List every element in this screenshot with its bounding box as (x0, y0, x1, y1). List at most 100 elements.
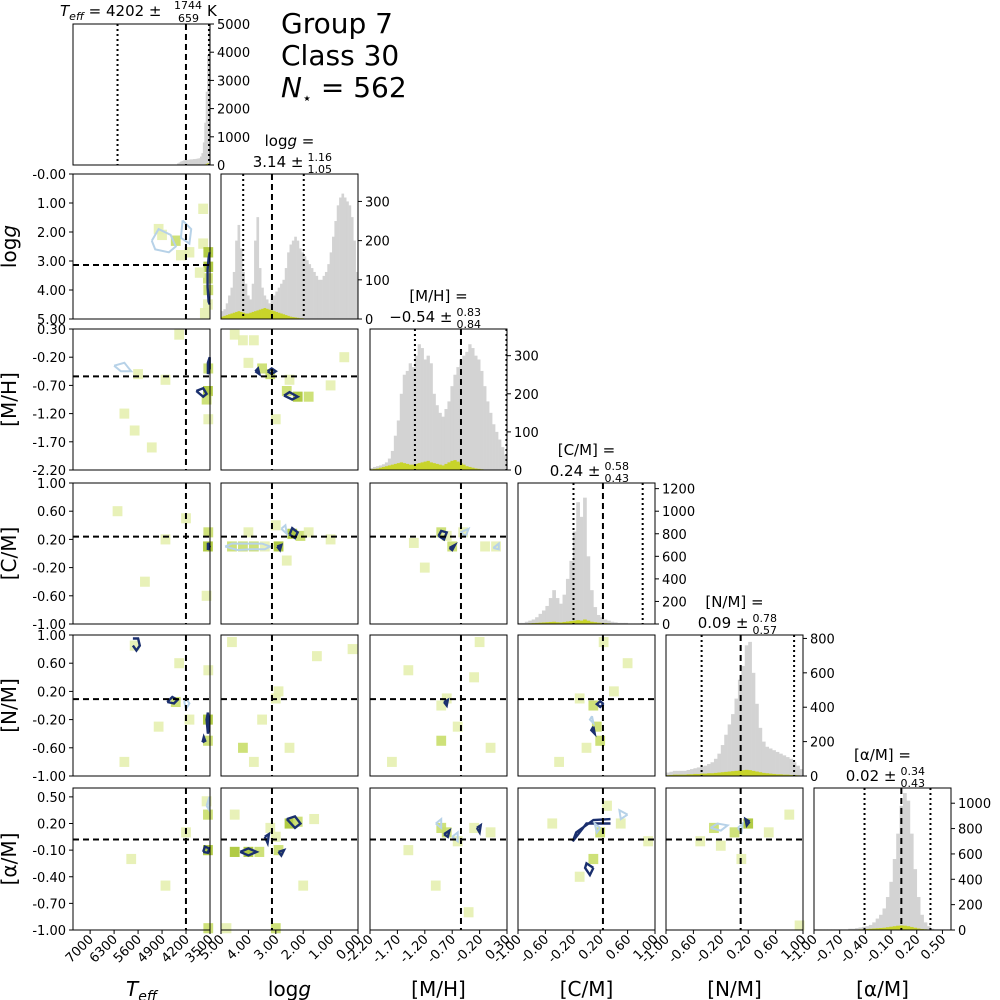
title-err-down: 659 (178, 12, 199, 25)
hist-bar-am (930, 928, 935, 930)
hist-sub-bar-cm (552, 621, 556, 624)
density-cell (157, 229, 167, 241)
panel-frame (369, 787, 508, 931)
hist-sub-bar-mh (381, 466, 386, 470)
hist-sub-bar-am (882, 927, 887, 930)
hist-bar-nm (689, 769, 694, 776)
hist-sub-bar-am (875, 928, 880, 930)
hist-bar-nm (707, 763, 711, 776)
density-cell (794, 920, 805, 931)
hist-bar-am (913, 869, 918, 930)
density-cell (203, 414, 214, 425)
contour-light (224, 542, 273, 552)
hist-bar-mh (417, 344, 421, 470)
class-label: Class 30 (281, 39, 400, 72)
contour-dark (206, 542, 212, 551)
hist-bar-logg (225, 303, 229, 319)
title-name: log (265, 132, 288, 150)
hist-sub-bar-logg (265, 308, 269, 319)
panel-teff-am (126, 796, 214, 934)
x-tick-label: -0.70 (425, 932, 459, 966)
hist-sub-bar-nm (748, 770, 752, 776)
hist-bar-mh (468, 344, 472, 470)
contour-dark (205, 712, 211, 734)
x-label-main: log (268, 977, 299, 1000)
hist-bar-logg (310, 268, 314, 319)
panel-frame (72, 173, 211, 320)
density-cell (403, 665, 414, 676)
hist-sub-bar-logg (237, 311, 241, 319)
density-cell (238, 335, 248, 346)
hist-bar-mh (370, 468, 374, 470)
hist-sub-bar-mh (414, 463, 418, 470)
hist-bar-teff (191, 159, 194, 165)
hist-tick-label: 800 (662, 528, 687, 543)
hist-sub-bar-logg (221, 316, 224, 319)
hist-sub-bar-nm (761, 772, 766, 776)
hist-sub-bar-mh (399, 462, 404, 470)
density-cell (201, 394, 212, 405)
hist-bar-mh (405, 370, 410, 470)
hist-sub-bar-nm (741, 770, 746, 776)
density-cell (474, 637, 485, 648)
hist-bar-logg (313, 271, 316, 319)
hist-sub-bar-logg (246, 313, 250, 319)
hist-bar-am (875, 918, 880, 930)
density-cell (581, 742, 592, 753)
contour-dark (448, 542, 458, 552)
hist-bar-logg (228, 295, 231, 319)
title-eq: = (297, 132, 314, 150)
hist-bar-logg (251, 283, 255, 319)
hist-bar-cm (535, 617, 539, 624)
hist-sub-bar-cm (562, 621, 567, 624)
density-cell (298, 880, 309, 891)
density-cell (203, 809, 213, 820)
hist-sub-bar-am (892, 926, 897, 930)
density-cell (588, 700, 599, 711)
hist-bar-mh (495, 431, 499, 470)
density-cell (243, 527, 254, 538)
panel-mh-cm (408, 526, 501, 573)
hist-tick-label: 100 (514, 426, 539, 441)
density-cell (463, 907, 474, 918)
hist-bar-nm (785, 757, 790, 776)
hist-bar-cm (583, 497, 587, 624)
density-cell (270, 923, 281, 934)
y-label-part: [M/H] (0, 372, 21, 427)
hist-sub-bar-cm (569, 621, 574, 624)
density-cell (270, 831, 281, 842)
hist-bar-cm (624, 622, 628, 624)
hist-bar-nm (775, 751, 780, 776)
density-cell (295, 530, 306, 541)
title-err-down: 0.43 (605, 472, 630, 485)
hist-bar-nm (713, 758, 718, 776)
hist-sub-bar-mh (396, 463, 401, 470)
density-cell (203, 299, 213, 310)
x-tick-label: 3.00 (252, 932, 283, 963)
hist-bar-nm (734, 698, 739, 776)
density-cell (452, 721, 463, 732)
hist-sub-bar-mh (471, 467, 475, 470)
hist-bar-teff (200, 156, 202, 165)
hist-bar-cm (586, 556, 591, 624)
hist-bar-mh (471, 348, 475, 470)
hist-bar-nm (748, 641, 752, 776)
y-tick-label: 2.00 (37, 226, 66, 241)
hist-sub-bar-nm (731, 771, 735, 776)
hist-bar-cm (528, 620, 532, 624)
title-name: [N/M] = (705, 593, 763, 611)
panel-mh-am (403, 816, 496, 918)
y-tick-label: 1.00 (37, 477, 66, 492)
hist-sub-bar-nm (775, 774, 780, 776)
hist-bar-mh (462, 355, 466, 470)
panel-teff-cm (112, 506, 214, 601)
contour-dark (443, 697, 450, 709)
hist-bar-logg (332, 236, 335, 319)
hist-sub-bar-nm (703, 773, 708, 776)
x-label-main: [M/H] (411, 977, 466, 1000)
density-cell (229, 329, 240, 340)
contour-dark (277, 848, 287, 858)
hist-bar-teff (177, 163, 179, 165)
hist-bar-logg (324, 271, 328, 319)
x-label-main: [α/M] (856, 977, 909, 1000)
